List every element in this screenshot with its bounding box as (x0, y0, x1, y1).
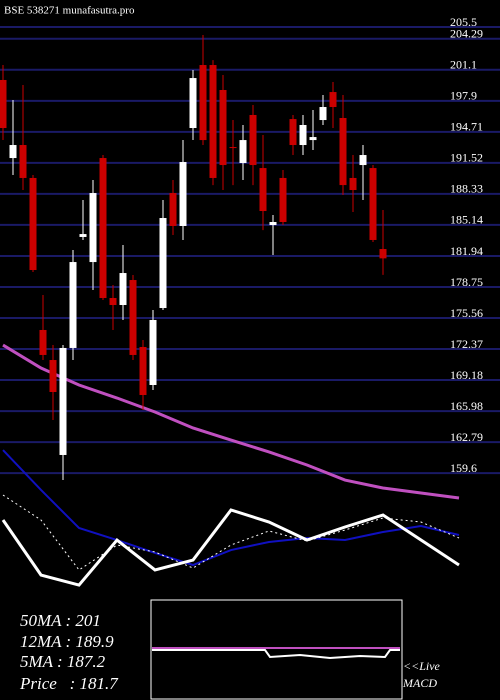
indicator: 50MA : 201 (20, 611, 101, 630)
candle-body (149, 319, 157, 385)
candle-body (39, 329, 47, 355)
y-tick-label: 201.1 (450, 58, 477, 72)
macd-line (152, 649, 400, 660)
moving-average (2, 494, 460, 571)
indicator: Price : 181.7 (19, 674, 119, 693)
candle-body (369, 168, 377, 240)
candle-body (209, 65, 217, 178)
candle-body (339, 117, 347, 186)
candle-body (29, 177, 37, 271)
macd-label: <<Live (403, 659, 441, 673)
moving-average (2, 343, 460, 500)
lines (1, 343, 460, 587)
candle-body (309, 137, 317, 141)
candle-body (349, 177, 357, 191)
y-tick-label: 188.33 (450, 182, 483, 196)
candle-body (9, 145, 17, 159)
y-tick-label: 178.75 (450, 275, 483, 289)
candle-body (259, 168, 267, 212)
y-tick-label: 169.18 (450, 368, 483, 382)
candle-body (269, 221, 277, 226)
y-tick-label: 159.6 (450, 461, 477, 475)
y-tick-label: 205.5 (450, 15, 477, 29)
candle-body (219, 90, 227, 166)
y-tick-label: 194.71 (450, 120, 483, 134)
chart-title: BSE 538271 munafasutra.pro (4, 5, 135, 17)
candle-body (0, 79, 7, 129)
candle-body (59, 347, 67, 455)
candle-body (109, 298, 117, 306)
moving-average (2, 449, 460, 567)
candle-body (79, 234, 87, 237)
candle-body (179, 162, 187, 226)
candle-body (359, 155, 367, 166)
candle-body (119, 273, 127, 306)
candle-body (129, 280, 137, 355)
candle-body (99, 158, 107, 299)
candle-body (249, 114, 257, 166)
y-tick-label: 165.98 (450, 399, 483, 413)
candle-body (89, 193, 97, 263)
candle-body (49, 360, 57, 392)
y-tick-label: 172.37 (450, 337, 483, 351)
candle-body (229, 147, 237, 149)
candle-body (159, 218, 167, 309)
candle-body (299, 124, 307, 146)
y-tick-label: 204.29 (450, 27, 483, 41)
candle-body (319, 107, 327, 121)
indicator: 5MA : 187.2 (20, 652, 106, 671)
candle-body (69, 262, 77, 348)
indicator: 12MA : 189.9 (20, 632, 114, 651)
candle-body (199, 65, 207, 141)
candle-body (19, 145, 27, 178)
y-tick-label: 175.56 (450, 306, 483, 320)
candle-body (169, 193, 177, 226)
y-tick-label: 185.14 (450, 213, 483, 227)
candle-body (279, 177, 287, 222)
grid (0, 26, 500, 475)
candles (0, 34, 387, 481)
y-tick-label: 191.52 (450, 151, 483, 165)
y-tick-label: 162.79 (450, 430, 483, 444)
candle-body (139, 346, 147, 396)
y-tick-label: 181.94 (450, 244, 483, 258)
y-tick-label: 197.9 (450, 89, 477, 103)
candle-body (379, 249, 387, 259)
candle-body (329, 92, 337, 108)
candle-body (289, 119, 297, 146)
candle-body (189, 78, 197, 129)
moving-average (1, 508, 460, 587)
macd-label: MACD (402, 676, 437, 690)
candle-body (239, 140, 247, 164)
